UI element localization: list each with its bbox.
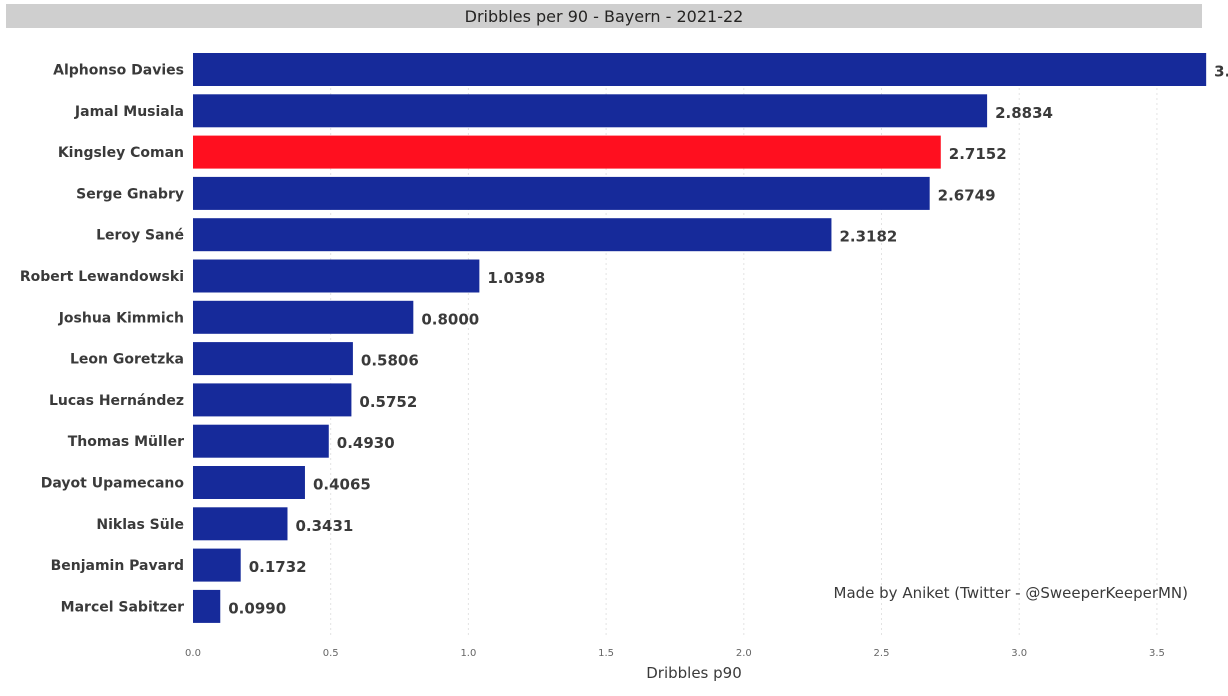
- x-tick-label: 2.5: [874, 648, 890, 659]
- category-label: Leon Goretzka: [70, 352, 184, 368]
- bar: [193, 53, 1207, 86]
- x-axis-label: Dribbles p90: [646, 664, 742, 682]
- category-label: Joshua Kimmich: [58, 310, 184, 326]
- data-label: 0.4930: [337, 434, 395, 452]
- x-tick-labels: 0.0 0.5 1.0 1.5 2.0 2.5 3.0 3.5: [185, 648, 1165, 659]
- data-label: 0.4065: [313, 476, 371, 494]
- category-label: Marcel Sabitzer: [61, 599, 184, 615]
- data-label: 0.1732: [249, 558, 307, 576]
- category-label: Benjamin Pavard: [51, 558, 184, 574]
- value-labels: 3.6788 2.8834 2.7152 2.6749 2.3182 1.0398 0.80…: [228, 63, 1228, 618]
- x-tick-label: 3.0: [1011, 648, 1027, 659]
- bar: [193, 218, 832, 252]
- bar: [193, 135, 941, 169]
- bar: [193, 300, 414, 334]
- category-label: Thomas Müller: [68, 434, 184, 450]
- x-tick-label: 0.5: [323, 648, 339, 659]
- bar: [193, 466, 305, 499]
- data-label: 2.3182: [839, 228, 897, 246]
- category-label: Leroy Sané: [96, 228, 184, 244]
- category-labels: Alphonso Davies Jamal Musiala Kingsley Com…: [20, 63, 185, 616]
- credit-annotation: Made by Aniket (Twitter - @SweeperKeeper…: [834, 584, 1189, 602]
- bar: [193, 383, 352, 417]
- data-label: 2.8834: [995, 104, 1053, 122]
- category-label: Alphonso Davies: [53, 63, 184, 79]
- bar: [193, 259, 480, 293]
- category-label: Niklas Süle: [96, 517, 184, 533]
- data-label: 0.5752: [359, 393, 417, 411]
- bar: [193, 589, 221, 623]
- category-label: Robert Lewandowski: [20, 269, 184, 285]
- chart-title: Dribbles per 90 - Bayern - 2021-22: [6, 4, 1202, 28]
- bar: [193, 342, 353, 376]
- bar: [193, 507, 288, 541]
- category-label: Jamal Musiala: [74, 104, 184, 120]
- category-label: Kingsley Coman: [58, 145, 184, 161]
- bar: [193, 548, 241, 582]
- data-label: 0.5806: [361, 352, 419, 370]
- category-label: Lucas Hernández: [49, 393, 184, 409]
- x-tick-label: 1.0: [460, 648, 476, 659]
- data-label: 0.0990: [228, 599, 286, 617]
- category-label: Serge Gnabry: [76, 186, 184, 202]
- data-label: 1.0398: [487, 269, 545, 287]
- data-label: 0.8000: [421, 310, 479, 328]
- category-label: Dayot Upamecano: [41, 476, 185, 492]
- bar: [193, 424, 329, 458]
- bar: [193, 176, 930, 210]
- bars: [193, 53, 1207, 623]
- bar: [193, 94, 988, 128]
- data-label: 3.6788: [1214, 63, 1228, 81]
- data-label: 2.7152: [949, 145, 1007, 163]
- x-tick-label: 0.0: [185, 648, 201, 659]
- x-tick-label: 3.5: [1149, 648, 1165, 659]
- data-label: 2.6749: [938, 186, 996, 204]
- data-label: 0.3431: [295, 517, 353, 535]
- x-tick-label: 2.0: [736, 648, 752, 659]
- x-tick-label: 1.5: [598, 648, 614, 659]
